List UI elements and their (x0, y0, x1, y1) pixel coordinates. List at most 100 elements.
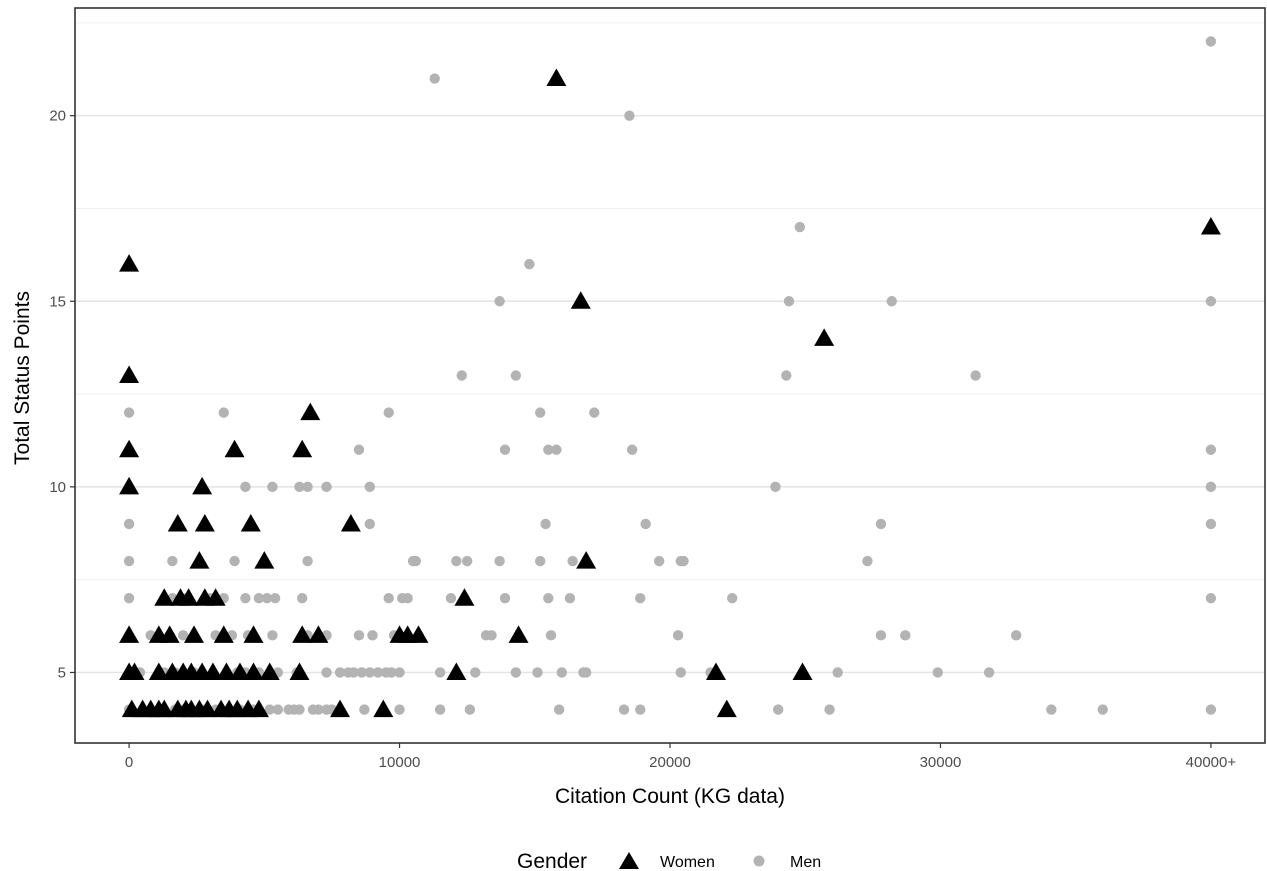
women-point (119, 625, 140, 643)
men-point (313, 704, 324, 715)
men-point (832, 667, 843, 678)
men-point (383, 407, 394, 418)
men-point (772, 704, 784, 715)
men-point (269, 593, 281, 604)
women-point (300, 402, 321, 421)
men-point (551, 444, 562, 455)
men-point (1205, 36, 1217, 47)
men-point (434, 704, 446, 715)
men-point (383, 593, 394, 604)
x-axis-title: Citation Count (KG data) (555, 785, 785, 808)
men-point (770, 481, 781, 493)
men-point (394, 704, 405, 715)
women-point (508, 625, 529, 643)
women-point (202, 662, 223, 680)
men-point (434, 667, 446, 678)
men-point (524, 258, 535, 270)
men-point (564, 593, 576, 604)
men-point (970, 370, 981, 381)
men-point (296, 593, 308, 604)
y-tick-label: 10 (49, 479, 66, 496)
men-point (534, 555, 546, 567)
men-point (123, 518, 135, 530)
men-point (1097, 704, 1108, 715)
y-tick-label: 15 (49, 293, 66, 310)
men-point (635, 704, 646, 715)
men-point (540, 518, 551, 530)
women-point (119, 254, 140, 272)
women-point (308, 625, 329, 643)
women-point (330, 699, 351, 718)
men-point (783, 296, 795, 307)
men-point (470, 667, 481, 678)
women-point (292, 625, 313, 643)
men-point (302, 555, 313, 567)
x-tick-label: 10000 (379, 754, 421, 771)
women-point (454, 588, 475, 606)
men-point (367, 630, 378, 641)
legend-women-key (619, 852, 639, 869)
men-point (253, 593, 265, 604)
men-point (672, 630, 684, 641)
men-point (364, 667, 375, 678)
men-point (624, 110, 635, 121)
men-point (635, 593, 646, 604)
men-point (886, 296, 897, 307)
men-point (545, 630, 557, 641)
men-point (123, 593, 135, 604)
men-point (499, 444, 511, 455)
legend-men-key (753, 855, 765, 867)
men-point (727, 593, 738, 604)
men-point (386, 667, 397, 678)
women-point (119, 365, 140, 383)
women-point (213, 625, 234, 643)
legend-title: Gender (517, 850, 587, 871)
men-point (394, 667, 405, 678)
men-point (932, 667, 943, 678)
men-point (267, 630, 278, 641)
men-point (364, 518, 375, 530)
x-axis-ticks: 0 10000 20000 30000 40000+ (125, 743, 1236, 771)
women-point (340, 513, 361, 532)
men-point (356, 667, 367, 678)
men-point (1205, 444, 1217, 455)
women-point (254, 551, 275, 569)
men-point (359, 704, 370, 715)
men-point (875, 630, 887, 641)
men-point (983, 667, 995, 678)
women-point (119, 439, 140, 458)
women-point (159, 625, 180, 643)
women-point (189, 551, 210, 569)
men-point (167, 555, 178, 567)
women-point (716, 699, 737, 718)
men-point (321, 481, 332, 493)
women-point (243, 625, 264, 643)
y-axis-ticks: 5 10 15 20 (49, 108, 75, 681)
women-point (229, 662, 250, 680)
men-point (461, 555, 473, 567)
women-point (167, 513, 188, 532)
x-tick-label: 20000 (649, 754, 691, 771)
men-point (510, 370, 522, 381)
men-point (499, 593, 511, 604)
men-point (302, 481, 313, 493)
men-point (264, 704, 275, 715)
men-point (229, 555, 240, 567)
women-point (408, 625, 429, 643)
men-point (1205, 518, 1217, 530)
men-point (900, 630, 911, 641)
men-point (334, 667, 346, 678)
men-point (464, 704, 476, 715)
x-tick-label: 0 (125, 754, 133, 771)
women-point (446, 662, 467, 680)
women-point (814, 328, 835, 346)
women-point (240, 513, 261, 532)
men-point (353, 630, 365, 641)
men-point (875, 518, 887, 530)
women-point (1200, 217, 1221, 235)
men-point (240, 593, 251, 604)
men-point (123, 407, 135, 418)
women-point (205, 588, 226, 606)
women-point (546, 68, 567, 87)
